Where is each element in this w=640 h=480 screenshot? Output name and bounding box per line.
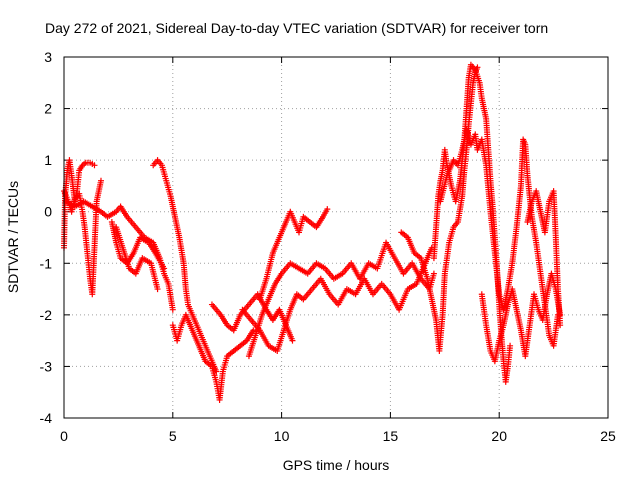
- y-tick-label: -3: [40, 358, 53, 374]
- series-arc-15: [478, 270, 564, 365]
- chart-tick-labels: 0 5 10 15 20 25 -4 -3 -2 -1 0 1 2 3: [40, 49, 616, 444]
- data-point: [97, 177, 104, 184]
- series-arc-2: [61, 177, 104, 298]
- data-point: [161, 265, 168, 272]
- plot-area: [61, 61, 564, 403]
- series-arc-10: [256, 206, 331, 303]
- data-point: [557, 322, 564, 329]
- series-arc-6: [150, 157, 220, 375]
- x-tick-label: 0: [60, 428, 68, 444]
- y-tick-label: -2: [40, 307, 53, 323]
- series-arc-14: [437, 126, 561, 349]
- y-axis-label: SDTVAR / TECUs: [5, 181, 21, 293]
- data-point: [91, 162, 98, 169]
- data-point: [154, 286, 161, 293]
- series-arc-12: [398, 64, 481, 354]
- plot-frame: [63, 56, 609, 419]
- data-point: [169, 306, 176, 313]
- series-arc-7: [169, 311, 257, 403]
- data-point: [324, 206, 331, 213]
- x-tick-label: 10: [274, 428, 290, 444]
- series-arc-8: [208, 291, 296, 344]
- series-arc-5: [113, 224, 161, 293]
- data-point: [430, 270, 437, 277]
- y-tick-label: 0: [44, 204, 52, 220]
- x-tick-label: 25: [600, 428, 616, 444]
- series-layer: [61, 61, 564, 403]
- x-tick-label: 5: [169, 428, 177, 444]
- series-arc-11: [239, 244, 435, 354]
- y-tick-label: -1: [40, 255, 53, 271]
- data-point: [507, 342, 514, 349]
- chart-title: Day 272 of 2021, Sidereal Day-to-day VTE…: [45, 20, 548, 36]
- x-tick-label: 15: [383, 428, 399, 444]
- y-tick-label: 2: [44, 101, 52, 117]
- data-point: [250, 327, 257, 334]
- series-arc-9: [245, 239, 437, 360]
- x-axis-label: GPS time / hours: [283, 457, 390, 473]
- data-point: [289, 337, 296, 344]
- x-tick-label: 20: [491, 428, 507, 444]
- chart-grid: [64, 57, 608, 418]
- y-tick-label: 3: [44, 49, 52, 65]
- series-arc-16: [524, 188, 564, 329]
- y-tick-label: 1: [44, 152, 52, 168]
- y-tick-label: -4: [40, 410, 53, 426]
